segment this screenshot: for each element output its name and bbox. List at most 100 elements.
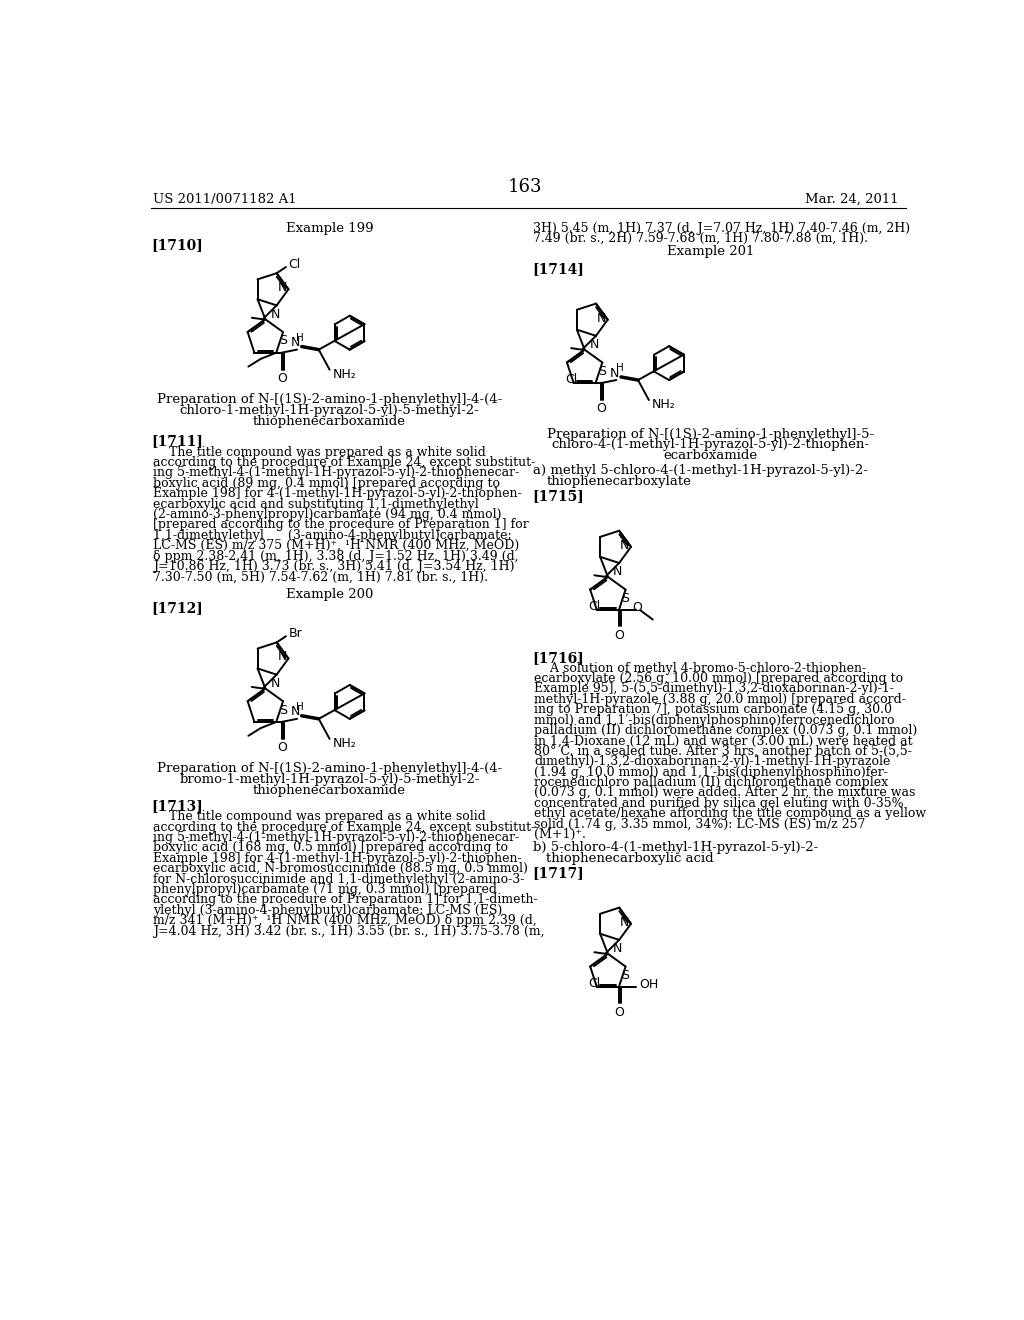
Text: ing 5-methyl-4-(1-methyl-1H-pyrazol-5-yl)-2-thiophenecar-: ing 5-methyl-4-(1-methyl-1H-pyrazol-5-yl… xyxy=(153,832,519,843)
Text: H: H xyxy=(296,333,304,343)
Text: rocenedichloro palladium (II) dichloromethane complex: rocenedichloro palladium (II) dichlorome… xyxy=(535,776,888,789)
Text: The title compound was prepared as a white solid: The title compound was prepared as a whi… xyxy=(153,446,485,458)
Text: O: O xyxy=(614,1006,625,1019)
Text: (2-amino-3-phenylpropyl)carbamate (94 mg, 0.4 mmol): (2-amino-3-phenylpropyl)carbamate (94 mg… xyxy=(153,508,502,521)
Text: chloro-4-(1-methyl-1H-pyrazol-5-yl)-2-thiophen-: chloro-4-(1-methyl-1H-pyrazol-5-yl)-2-th… xyxy=(552,438,869,451)
Text: concentrated and purified by silica gel eluting with 0-35%: concentrated and purified by silica gel … xyxy=(535,797,904,809)
Text: Example 95], 5-(5,5-dimethyl)-1,3,2-dioxaborinan-2-yl)-1-: Example 95], 5-(5,5-dimethyl)-1,3,2-diox… xyxy=(535,682,894,696)
Text: H: H xyxy=(296,702,304,713)
Text: NH₂: NH₂ xyxy=(333,737,356,750)
Text: b) 5-chloro-4-(1-methyl-1H-pyrazol-5-yl)-2-: b) 5-chloro-4-(1-methyl-1H-pyrazol-5-yl)… xyxy=(532,841,818,854)
Text: [1715]: [1715] xyxy=(532,490,585,503)
Text: N: N xyxy=(621,539,630,552)
Text: methyl-1H-pyrazole (3.88 g, 20.0 mmol) [prepared accord-: methyl-1H-pyrazole (3.88 g, 20.0 mmol) [… xyxy=(535,693,906,706)
Text: S: S xyxy=(622,591,630,605)
Text: 3H) 5.45 (m, 1H) 7.37 (d, J=7.07 Hz, 1H) 7.40-7.46 (m, 2H): 3H) 5.45 (m, 1H) 7.37 (d, J=7.07 Hz, 1H)… xyxy=(532,222,909,235)
Text: A solution of methyl 4-bromo-5-chloro-2-thiophen-: A solution of methyl 4-bromo-5-chloro-2-… xyxy=(535,661,866,675)
Text: [1714]: [1714] xyxy=(532,261,585,276)
Text: N: N xyxy=(291,705,300,718)
Text: NH₂: NH₂ xyxy=(652,399,676,412)
Text: ethyl acetate/hexane affording the title compound as a yellow: ethyl acetate/hexane affording the title… xyxy=(535,807,927,820)
Text: The title compound was prepared as a white solid: The title compound was prepared as a whi… xyxy=(153,810,485,824)
Text: N: N xyxy=(270,677,280,690)
Text: Mar. 24, 2011: Mar. 24, 2011 xyxy=(805,193,898,206)
Text: a) methyl 5-chloro-4-(1-methyl-1H-pyrazol-5-yl)-2-: a) methyl 5-chloro-4-(1-methyl-1H-pyrazo… xyxy=(532,465,867,478)
Text: (0.073 g, 0.1 mmol) were added. After 2 hr, the mixture was: (0.073 g, 0.1 mmol) were added. After 2 … xyxy=(535,787,915,800)
Text: H: H xyxy=(615,363,624,374)
Text: N: N xyxy=(278,651,287,664)
Text: 7.49 (br. s., 2H) 7.59-7.68 (m, 1H) 7.80-7.88 (m, 1H).: 7.49 (br. s., 2H) 7.59-7.68 (m, 1H) 7.80… xyxy=(532,232,867,246)
Text: Example 199: Example 199 xyxy=(286,222,374,235)
Text: O: O xyxy=(278,372,288,385)
Text: 163: 163 xyxy=(508,178,542,195)
Text: J=10.86 Hz, 1H) 3.73 (br. s., 3H) 5.41 (d, J=3.54 Hz, 1H): J=10.86 Hz, 1H) 3.73 (br. s., 3H) 5.41 (… xyxy=(153,560,514,573)
Text: boxylic acid (89 mg, 0.4 mmol) [prepared according to: boxylic acid (89 mg, 0.4 mmol) [prepared… xyxy=(153,477,500,490)
Text: O: O xyxy=(597,403,606,416)
Text: ecarboxylic acid and substituting 1,1-dimethylethyl: ecarboxylic acid and substituting 1,1-di… xyxy=(153,498,478,511)
Text: LC-MS (ES) m/z 375 (M+H)⁺, ¹H NMR (400 MHz, MeOD): LC-MS (ES) m/z 375 (M+H)⁺, ¹H NMR (400 M… xyxy=(153,539,519,552)
Text: Example 201: Example 201 xyxy=(667,246,755,259)
Text: N: N xyxy=(613,565,623,578)
Text: N: N xyxy=(590,338,599,351)
Text: J=4.04 Hz, 3H) 3.42 (br. s., 1H) 3.55 (br. s., 1H) 3.75-3.78 (m,: J=4.04 Hz, 3H) 3.42 (br. s., 1H) 3.55 (b… xyxy=(153,924,545,937)
Text: solid (1.74 g, 3.35 mmol, 34%): LC-MS (ES) m/z 257: solid (1.74 g, 3.35 mmol, 34%): LC-MS (E… xyxy=(535,817,865,830)
Text: [1712]: [1712] xyxy=(152,601,203,615)
Text: S: S xyxy=(598,364,606,378)
Text: thiophenecarboxamide: thiophenecarboxamide xyxy=(253,414,406,428)
Text: N: N xyxy=(597,312,606,325)
Text: [1716]: [1716] xyxy=(532,651,585,665)
Text: ecarboxamide: ecarboxamide xyxy=(664,449,758,462)
Text: in 1,4-Dioxane (12 mL) and water (3.00 mL) were heated at: in 1,4-Dioxane (12 mL) and water (3.00 m… xyxy=(535,734,912,747)
Text: palladium (II) dichloromethane complex (0.073 g, 0.1 mmol): palladium (II) dichloromethane complex (… xyxy=(535,723,918,737)
Text: [1717]: [1717] xyxy=(532,866,585,880)
Text: 80° C. in a sealed tube. After 3 hrs, another batch of 5-(5,5-: 80° C. in a sealed tube. After 3 hrs, an… xyxy=(535,744,912,758)
Text: US 2011/0071182 A1: US 2011/0071182 A1 xyxy=(153,193,296,206)
Text: S: S xyxy=(279,334,287,347)
Text: Cl: Cl xyxy=(289,259,300,271)
Text: Preparation of N-[(1S)-2-amino-1-phenylethyl]-4-(4-: Preparation of N-[(1S)-2-amino-1-phenyle… xyxy=(157,763,502,775)
Text: Cl: Cl xyxy=(565,372,578,385)
Text: N: N xyxy=(621,916,630,929)
Text: ing to Preparation 7], potassium carbonate (4.15 g, 30.0: ing to Preparation 7], potassium carbona… xyxy=(535,704,892,717)
Text: Preparation of N-[(1S)-2-amino-1-phenylethyl]-4-(4-: Preparation of N-[(1S)-2-amino-1-phenyle… xyxy=(157,393,502,407)
Text: according to the procedure of Example 24, except substitut-: according to the procedure of Example 24… xyxy=(153,821,536,834)
Text: dimethyl)-1,3,2-dioxaborinan-2-yl)-1-methyl-1H-pyrazole: dimethyl)-1,3,2-dioxaborinan-2-yl)-1-met… xyxy=(535,755,891,768)
Text: ecarboxylic acid, N-bromosuccinimide (88.5 mg, 0.5 mmol): ecarboxylic acid, N-bromosuccinimide (88… xyxy=(153,862,527,875)
Text: Example 198] for 4-(1-methyl-1H-pyrazol-5-yl)-2-thiophen-: Example 198] for 4-(1-methyl-1H-pyrazol-… xyxy=(153,851,521,865)
Text: O: O xyxy=(632,602,642,615)
Text: thiophenecarboxylic acid: thiophenecarboxylic acid xyxy=(547,853,714,865)
Text: N: N xyxy=(291,337,300,350)
Text: chloro-1-methyl-1H-pyrazol-5-yl)-5-methyl-2-: chloro-1-methyl-1H-pyrazol-5-yl)-5-methy… xyxy=(179,404,479,417)
Text: according to the procedure of Preparation 1] for 1,1-dimeth-: according to the procedure of Preparatio… xyxy=(153,894,538,907)
Text: O: O xyxy=(614,628,625,642)
Text: ecarboxylate (2.56 g, 10.00 mmol) [prepared according to: ecarboxylate (2.56 g, 10.00 mmol) [prepa… xyxy=(535,672,903,685)
Text: bromo-1-methyl-1H-pyrazol-5-yl)-5-methyl-2-: bromo-1-methyl-1H-pyrazol-5-yl)-5-methyl… xyxy=(179,774,480,787)
Text: (M+1)⁺.: (M+1)⁺. xyxy=(535,828,586,841)
Text: N: N xyxy=(270,308,280,321)
Text: Cl: Cl xyxy=(589,977,601,990)
Text: thiophenecarboxylate: thiophenecarboxylate xyxy=(547,475,691,488)
Text: 1,1-dimethylethyl      (3-amino-4-phenylbutyl)carbamate:: 1,1-dimethylethyl (3-amino-4-phenylbutyl… xyxy=(153,529,511,541)
Text: according to the procedure of Example 24, except substitut-: according to the procedure of Example 24… xyxy=(153,455,536,469)
Text: O: O xyxy=(278,741,288,754)
Text: N: N xyxy=(613,942,623,956)
Text: N: N xyxy=(610,367,620,380)
Text: OH: OH xyxy=(640,978,658,991)
Text: (1.94 g, 10.0 mmol) and 1,1′-bis(diphenylphosphino)fer-: (1.94 g, 10.0 mmol) and 1,1′-bis(dipheny… xyxy=(535,766,888,779)
Text: Cl: Cl xyxy=(589,599,601,612)
Text: [1711]: [1711] xyxy=(152,434,203,447)
Text: thiophenecarboxamide: thiophenecarboxamide xyxy=(253,784,406,797)
Text: [1710]: [1710] xyxy=(152,238,203,252)
Text: NH₂: NH₂ xyxy=(333,368,356,380)
Text: [1713]: [1713] xyxy=(152,800,203,813)
Text: S: S xyxy=(622,969,630,982)
Text: ylethyl (3-amino-4-phenylbutyl)carbamate: LC-MS (ES): ylethyl (3-amino-4-phenylbutyl)carbamate… xyxy=(153,904,502,917)
Text: δ ppm 2.38-2.41 (m, 1H), 3.38 (d, J=1.52 Hz, 1H) 3.49 (d,: δ ppm 2.38-2.41 (m, 1H), 3.38 (d, J=1.52… xyxy=(153,549,518,562)
Text: phenylpropyl)carbamate (71 mg, 0.3 mmol) [prepared: phenylpropyl)carbamate (71 mg, 0.3 mmol)… xyxy=(153,883,497,896)
Text: Preparation of N-[(1S)-2-amino-1-phenylethyl]-5-: Preparation of N-[(1S)-2-amino-1-phenyle… xyxy=(547,428,874,441)
Text: Example 200: Example 200 xyxy=(286,589,373,602)
Text: m/z 341 (M+H)⁺, ¹H NMR (400 MHz, MeOD) δ ppm 2.39 (d,: m/z 341 (M+H)⁺, ¹H NMR (400 MHz, MeOD) δ… xyxy=(153,915,537,927)
Text: S: S xyxy=(279,704,287,717)
Text: N: N xyxy=(278,281,287,294)
Text: for N-chlorosuccinimide and 1,1-dimethylethyl (2-amino-3-: for N-chlorosuccinimide and 1,1-dimethyl… xyxy=(153,873,524,886)
